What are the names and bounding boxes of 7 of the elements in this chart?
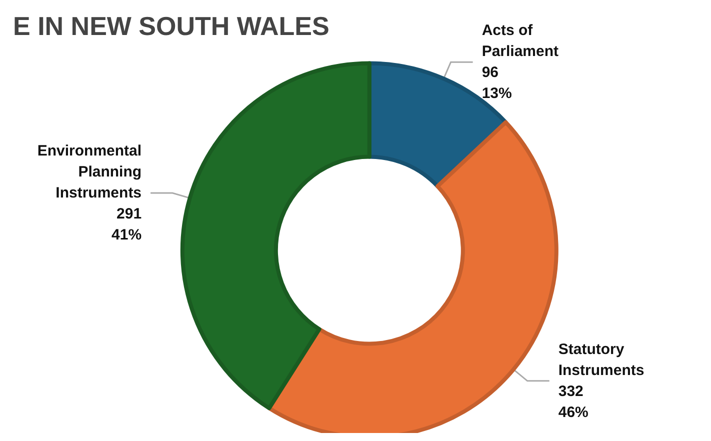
slice-label: Environmental Planning Instruments [37,142,142,202]
chart-title: E IN NEW SOUTH WALES [13,11,330,41]
data-label: 332 46% [558,382,588,421]
data-label: 291 41% [112,206,142,244]
slice-label: Statutory Instruments [558,340,644,379]
slice-label: Acts of Parliament [482,22,559,60]
data-label: 96 13% [482,64,512,102]
